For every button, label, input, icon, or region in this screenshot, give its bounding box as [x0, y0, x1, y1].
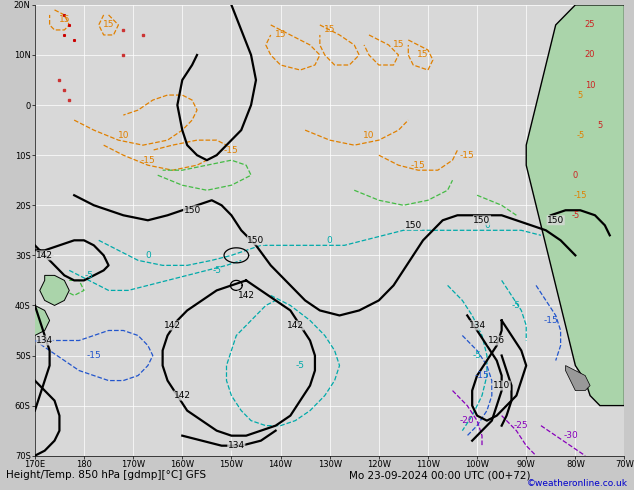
- Text: 142: 142: [36, 251, 53, 260]
- Text: 134: 134: [228, 441, 245, 450]
- Polygon shape: [40, 275, 69, 305]
- Text: 15: 15: [275, 30, 287, 40]
- Text: 126: 126: [488, 336, 505, 345]
- Text: -15: -15: [411, 161, 425, 170]
- Text: -15: -15: [86, 351, 101, 360]
- Text: Height/Temp. 850 hPa [gdmp][°C] GFS: Height/Temp. 850 hPa [gdmp][°C] GFS: [6, 470, 207, 480]
- Text: 15: 15: [417, 50, 429, 59]
- Text: 150: 150: [247, 236, 264, 245]
- Text: 142: 142: [238, 291, 255, 300]
- Text: -15: -15: [460, 150, 475, 160]
- Text: -15: -15: [475, 371, 489, 380]
- Text: 5: 5: [597, 121, 602, 130]
- Polygon shape: [526, 5, 624, 406]
- Text: 150: 150: [547, 216, 564, 225]
- Text: Mo 23-09-2024 00:00 UTC (00+72): Mo 23-09-2024 00:00 UTC (00+72): [349, 470, 530, 480]
- Text: 110: 110: [493, 381, 510, 390]
- Text: 10: 10: [585, 80, 595, 90]
- Text: 0: 0: [145, 251, 151, 260]
- Text: 150: 150: [183, 206, 201, 215]
- Text: 10: 10: [363, 131, 375, 140]
- Text: 10: 10: [117, 131, 129, 140]
- Text: -30: -30: [563, 431, 578, 440]
- Text: -5: -5: [512, 301, 521, 310]
- Text: 142: 142: [164, 321, 181, 330]
- Text: 20: 20: [585, 50, 595, 59]
- Text: 25: 25: [585, 21, 595, 29]
- Text: -5: -5: [571, 211, 579, 220]
- Text: 15: 15: [392, 41, 404, 49]
- Text: ©weatheronline.co.uk: ©weatheronline.co.uk: [527, 479, 628, 488]
- Text: -5: -5: [212, 266, 221, 275]
- Text: 142: 142: [287, 321, 304, 330]
- Text: 5: 5: [578, 91, 583, 99]
- Text: 150: 150: [474, 216, 491, 225]
- Text: -5: -5: [576, 131, 585, 140]
- Text: -5: -5: [295, 361, 305, 370]
- Text: -15: -15: [141, 156, 155, 165]
- Text: -5: -5: [472, 351, 482, 360]
- Text: 15: 15: [58, 15, 70, 24]
- Text: 15: 15: [324, 25, 335, 34]
- Text: -20: -20: [460, 416, 475, 425]
- Text: 134: 134: [469, 321, 486, 330]
- Text: 0: 0: [573, 171, 578, 180]
- Text: 0: 0: [327, 236, 333, 245]
- Text: -25: -25: [514, 421, 529, 430]
- Text: 142: 142: [174, 391, 191, 400]
- Text: 134: 134: [36, 336, 53, 345]
- Text: 0: 0: [484, 221, 490, 230]
- Text: -15: -15: [543, 316, 558, 325]
- Text: 150: 150: [404, 221, 422, 230]
- Text: -15: -15: [224, 146, 239, 155]
- Text: -5: -5: [84, 271, 93, 280]
- Polygon shape: [20, 305, 49, 336]
- Polygon shape: [566, 366, 590, 391]
- Text: 15: 15: [103, 21, 114, 29]
- Text: -15: -15: [574, 191, 587, 200]
